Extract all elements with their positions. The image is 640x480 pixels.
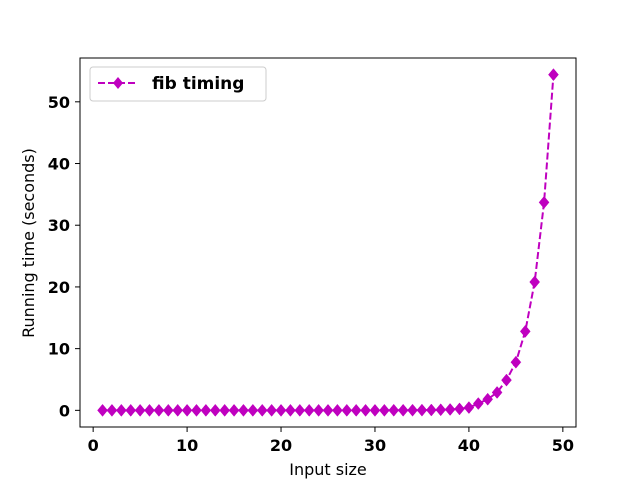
data-point — [482, 392, 494, 406]
data-point — [360, 403, 371, 417]
data-point — [341, 403, 353, 417]
data-point — [209, 403, 221, 417]
data-point — [256, 403, 268, 417]
x-axis-ticks: 0 10 20 30 40 50 — [88, 427, 574, 455]
data-point — [125, 403, 137, 417]
x-tick-label: 10 — [176, 436, 198, 455]
data-point — [388, 403, 400, 417]
data-point — [548, 68, 559, 82]
x-tick-label: 40 — [458, 436, 480, 455]
data-point — [275, 403, 287, 417]
data-point — [435, 403, 447, 417]
data-point — [181, 403, 193, 417]
data-point — [529, 275, 540, 289]
data-point — [238, 403, 249, 417]
legend-box — [89, 66, 267, 102]
data-point — [416, 403, 428, 417]
data-point — [285, 403, 296, 417]
data-point — [463, 401, 475, 414]
data-point — [491, 386, 503, 399]
data-point — [538, 196, 550, 209]
y-axis-ticks: 0 10 20 30 40 50 — [48, 93, 80, 420]
data-point — [444, 403, 456, 416]
y-tick-label: 10 — [48, 340, 70, 359]
legend: fib timing — [89, 66, 267, 102]
data-point — [332, 403, 343, 417]
data-point — [397, 403, 409, 417]
data-point — [162, 403, 174, 417]
legend-label: fib timing — [152, 74, 244, 94]
data-point — [426, 403, 437, 417]
data-point — [501, 373, 512, 387]
y-tick-label: 0 — [59, 401, 70, 420]
x-tick-label: 20 — [270, 436, 292, 455]
plot-frame — [79, 57, 577, 428]
plot-area — [80, 58, 576, 427]
data-point — [144, 403, 155, 417]
data-point — [519, 324, 531, 338]
data-point — [153, 403, 165, 417]
x-axis-title: Input size — [289, 460, 367, 479]
data-point — [407, 403, 418, 417]
y-axis-title: Running time (seconds) — [19, 148, 38, 338]
legend-marker — [113, 77, 123, 89]
data-point — [322, 403, 334, 417]
data-point — [191, 403, 202, 417]
data-point — [172, 403, 184, 417]
data-point — [200, 403, 212, 417]
data-point — [510, 355, 522, 369]
data-point — [313, 403, 324, 417]
x-tick-label: 30 — [364, 436, 386, 455]
x-tick-label: 0 — [88, 436, 99, 455]
data-point — [294, 403, 306, 417]
data-point — [303, 403, 315, 417]
data-point — [97, 403, 108, 417]
series-layer — [97, 68, 559, 417]
y-tick-label: 50 — [48, 93, 70, 112]
data-point — [219, 403, 230, 417]
y-tick-label: 20 — [48, 278, 70, 297]
y-tick-label: 30 — [48, 216, 70, 235]
data-point — [228, 403, 240, 417]
data-point — [116, 403, 127, 417]
data-point — [454, 402, 465, 416]
data-point — [350, 403, 362, 417]
data-point — [134, 403, 146, 417]
y-tick-label: 40 — [48, 155, 70, 174]
data-point — [247, 403, 259, 417]
x-tick-label: 50 — [552, 436, 574, 455]
data-point — [369, 403, 381, 417]
data-point — [379, 403, 390, 417]
data-point — [472, 397, 484, 410]
data-point — [266, 403, 277, 417]
data-point — [106, 403, 118, 417]
